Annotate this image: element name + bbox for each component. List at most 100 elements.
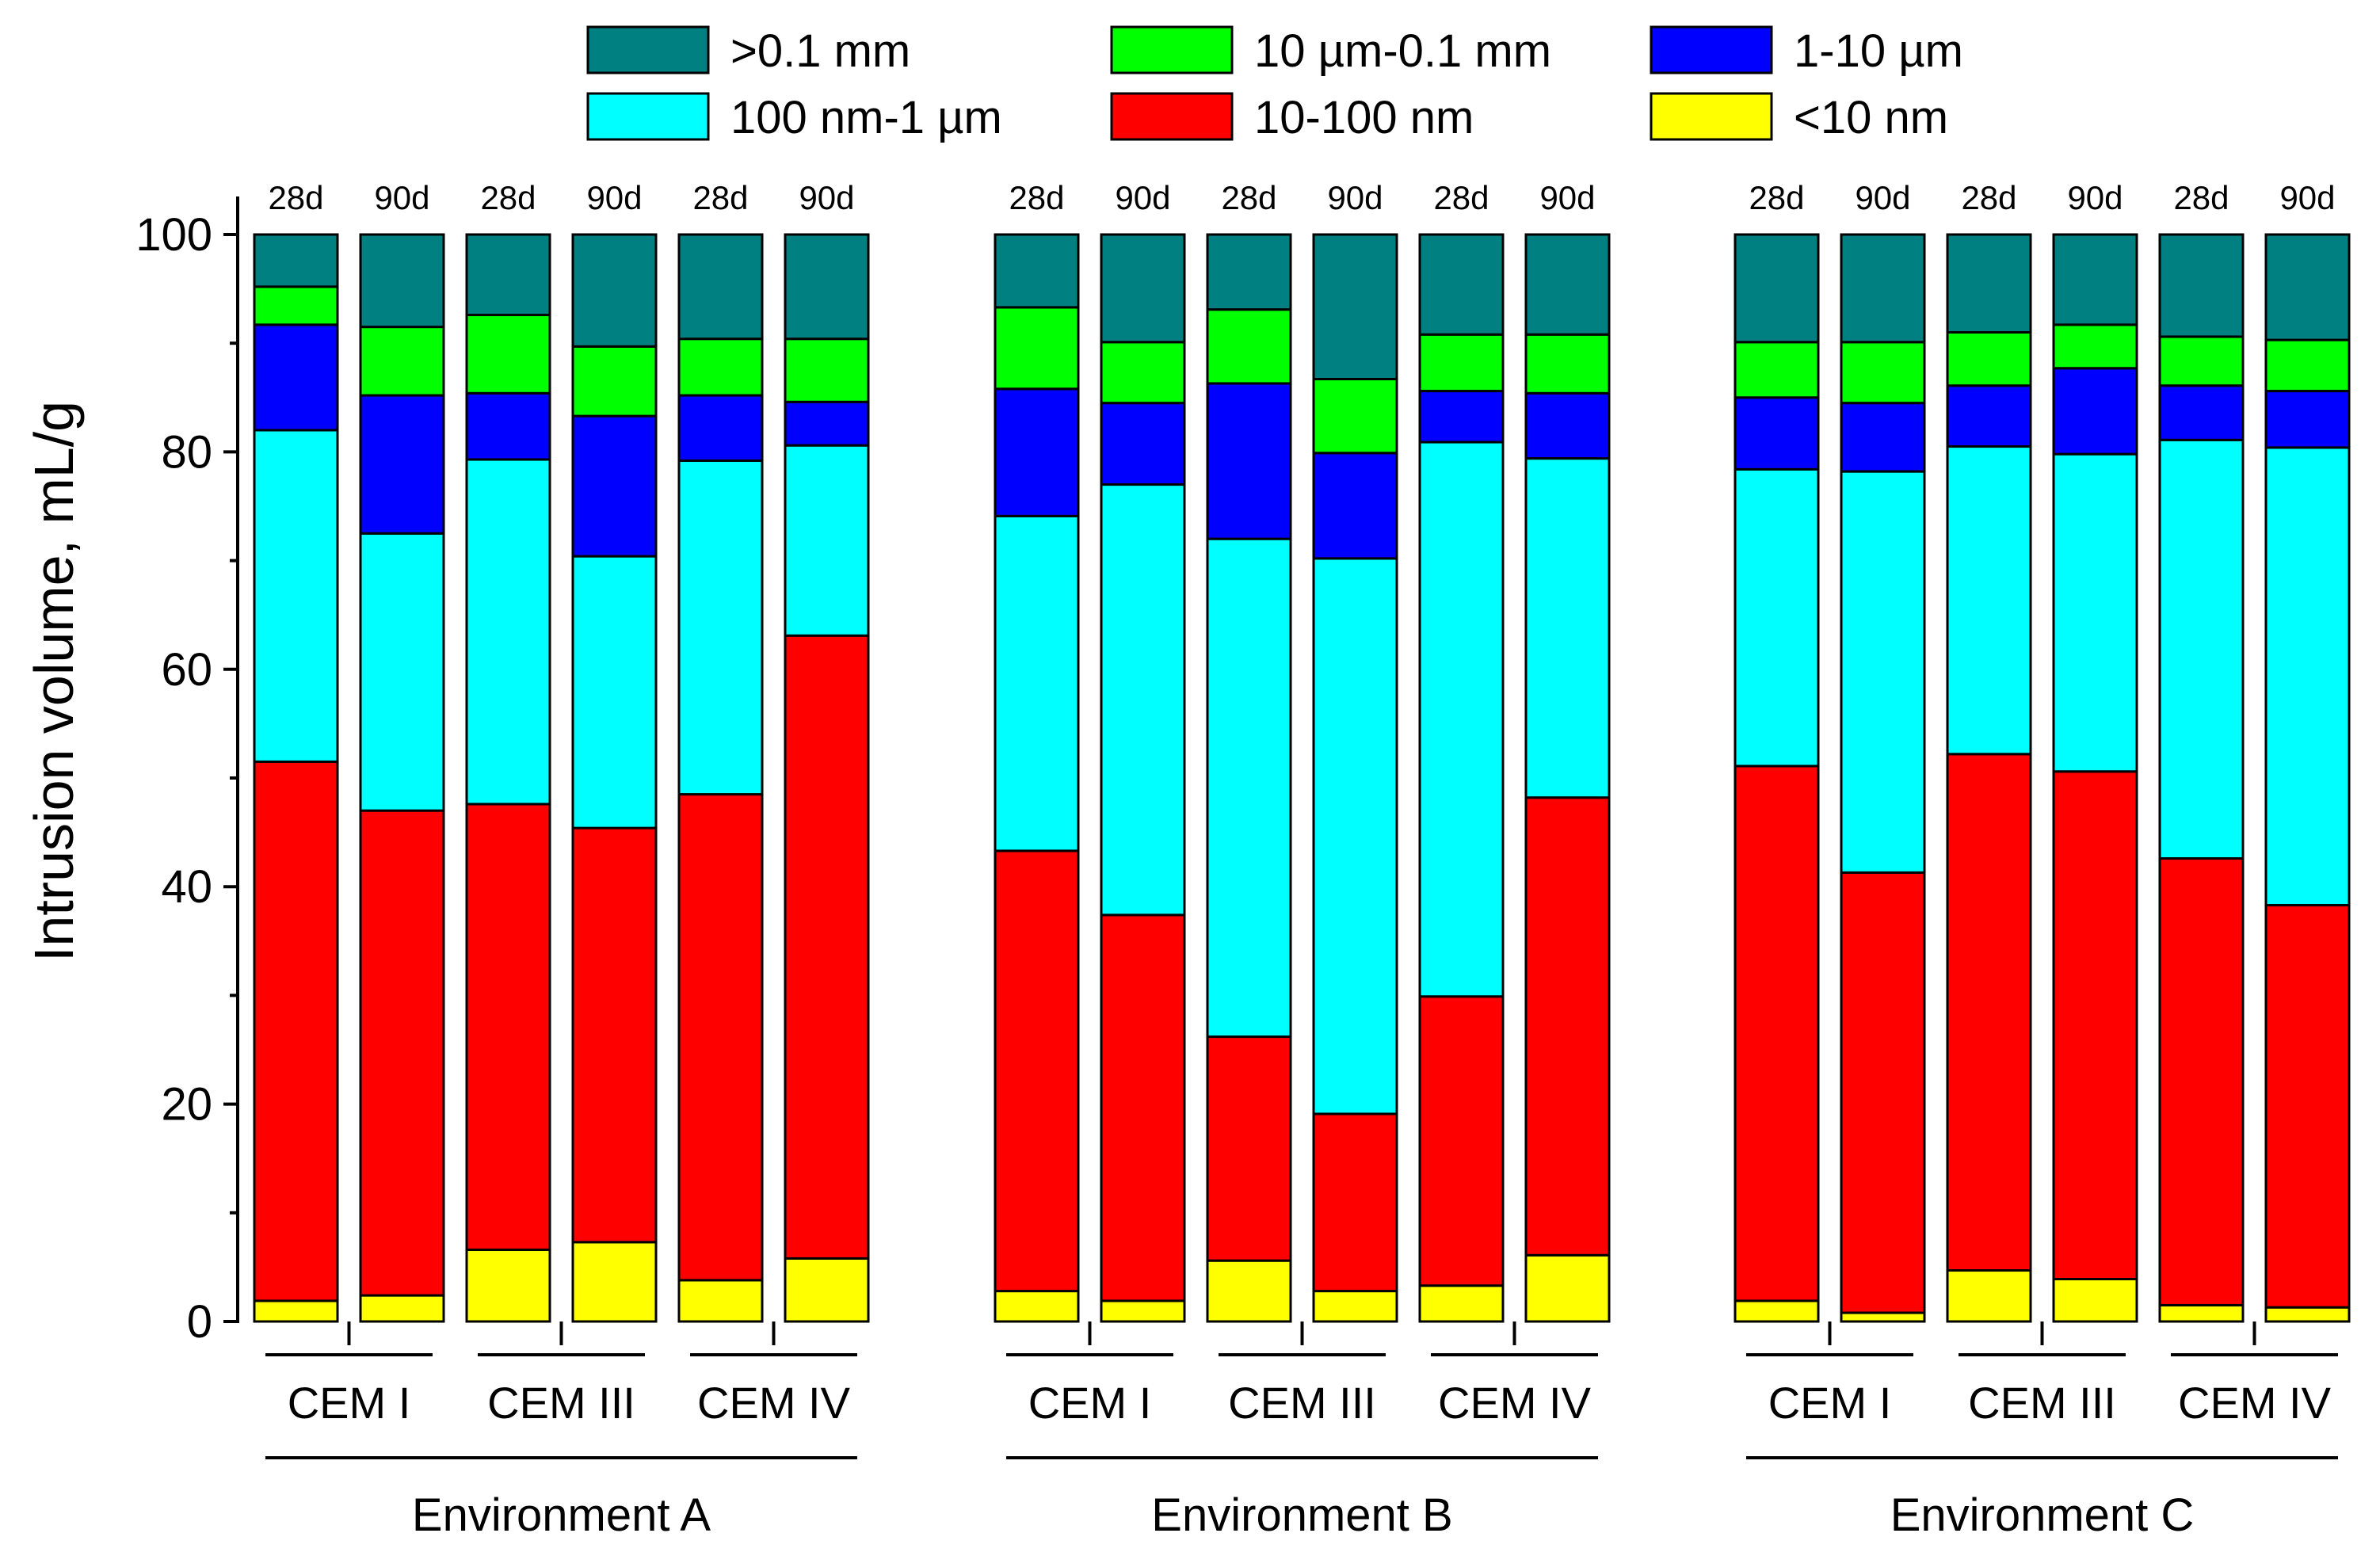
bar-day-label: 90d: [2067, 179, 2123, 216]
bar-segment-nm10_100: [1840, 871, 1926, 1314]
bar-segment-nm10_100: [2264, 904, 2351, 1309]
bar-segment-gt01mm: [2264, 233, 2351, 341]
bar-day-label: 28d: [1749, 179, 1804, 216]
bar-segment-nm10_100: [465, 803, 551, 1251]
y-tick-label: 80: [161, 426, 212, 478]
bar-segment-gt01mm: [1100, 233, 1186, 344]
bar-segment-nm10_100: [994, 849, 1080, 1293]
bar-segment-um1_10: [1734, 396, 1820, 471]
bar-segment-gt01mm: [1418, 233, 1505, 336]
bars: [253, 233, 2351, 1323]
bar-segment-nm10_100: [2158, 857, 2245, 1306]
bar-segment-nm10_100: [1312, 1112, 1398, 1293]
bar-segment-lt10nm: [2158, 1303, 2245, 1323]
bar-day-label: 90d: [374, 179, 429, 216]
bar-segment-lt10nm: [359, 1294, 445, 1323]
bar-day-label: 28d: [480, 179, 536, 216]
bar-segment-nm100_1um: [1100, 483, 1186, 917]
bar-segment-nm100_1um: [1524, 457, 1611, 799]
cem-group-label: CEM I: [1768, 1378, 1892, 1428]
bar-segment-nm100_1um: [677, 459, 764, 796]
bar-segment-um1_10: [1840, 402, 1926, 473]
bar-day-label: 90d: [1539, 179, 1595, 216]
bar-segment-lt10nm: [1840, 1311, 1926, 1323]
bar-segment-gt01mm: [253, 233, 339, 288]
bar-day-label: 28d: [692, 179, 748, 216]
bar-segment-gt01mm: [1734, 233, 1820, 344]
bar-segment-nm10_100: [677, 793, 764, 1282]
bar-segment-nm100_1um: [1840, 470, 1926, 874]
bar-segment-lt10nm: [994, 1290, 1080, 1323]
y-axis: 0 20 40 60 80 100: [135, 196, 239, 1348]
bar-segment-nm100_1um: [2264, 446, 2351, 907]
bar-segment-um1_10: [2264, 390, 2351, 449]
bar-segment-um1_10: [1418, 390, 1505, 444]
y-axis-label: Intrusion volume, mL/g: [23, 401, 85, 962]
legend-swatch: [1110, 25, 1234, 74]
bar-segment-um10_01mm: [1734, 341, 1820, 399]
bar-segment-nm10_100: [1206, 1035, 1292, 1262]
bar-segment-um10_01mm: [2052, 323, 2138, 370]
bar-day-label: 28d: [2173, 179, 2229, 216]
legend: >0.1 mm 10 µm-0.1 mm 1-10 µm 100 nm-1 µm 10-…: [586, 25, 1963, 143]
bar-segment-nm100_1um: [1946, 445, 2032, 756]
bar-segment-nm10_100: [1734, 765, 1820, 1302]
bar-segment-um1_10: [1946, 384, 2032, 448]
bar-segment-um1_10: [1100, 402, 1186, 486]
bar-segment-um1_10: [359, 394, 445, 535]
bar-segment-gt01mm: [677, 233, 764, 341]
bar-segment-gt01mm: [1312, 233, 1398, 380]
bar-segment-gt01mm: [571, 233, 658, 348]
bar-segment-lt10nm: [2264, 1306, 2351, 1323]
bar-segment-gt01mm: [465, 233, 551, 317]
bar-segment-nm10_100: [1946, 753, 2032, 1272]
environment-label: Environment A: [412, 1489, 711, 1541]
bar-segment-um1_10: [1524, 391, 1611, 460]
bar-day-label: 28d: [1433, 179, 1489, 216]
legend-swatch: [1650, 25, 1773, 74]
bar-segment-lt10nm: [1524, 1253, 1611, 1323]
bar-segment-lt10nm: [1100, 1299, 1186, 1323]
cem-group-label: CEM IV: [2178, 1378, 2332, 1428]
legend-label: 1-10 µm: [1794, 25, 1963, 77]
bar-segment-nm10_100: [1418, 995, 1505, 1287]
bar-segment-lt10nm: [677, 1279, 764, 1323]
bar-segment-um10_01mm: [677, 338, 764, 397]
legend-swatch: [1650, 92, 1773, 141]
cem-group-label: CEM I: [1028, 1378, 1152, 1428]
cem-group-label: CEM III: [1228, 1378, 1376, 1428]
bar-segment-gt01mm: [2158, 233, 2245, 338]
bar-segment-nm100_1um: [571, 555, 658, 829]
bar-day-label: 28d: [1961, 179, 2016, 216]
bar-segment-um1_10: [2052, 367, 2138, 456]
cem-group-label: CEM IV: [1438, 1378, 1592, 1428]
bar-segment-um10_01mm: [1840, 341, 1926, 405]
legend-swatch: [1110, 92, 1234, 141]
bar-segment-um10_01mm: [359, 326, 445, 397]
legend-label: 10-100 nm: [1254, 92, 1474, 143]
bar-segment-nm10_100: [1100, 913, 1186, 1302]
bar-segment-gt01mm: [994, 233, 1080, 309]
bar-segment-um1_10: [784, 400, 870, 447]
cem-group-label: CEM I: [288, 1378, 411, 1428]
bar-segment-nm100_1um: [784, 444, 870, 637]
bar-segment-nm10_100: [571, 826, 658, 1244]
bar-segment-lt10nm: [1946, 1269, 2032, 1323]
bar-segment-nm100_1um: [1418, 440, 1505, 998]
bar-segment-nm100_1um: [465, 458, 551, 806]
bar-segment-nm100_1um: [359, 532, 445, 812]
bar-segment-lt10nm: [1206, 1259, 1292, 1323]
bar-segment-gt01mm: [1840, 233, 1926, 344]
bar-segment-um10_01mm: [1524, 333, 1611, 395]
environment-label: Environment C: [1890, 1489, 2195, 1541]
bar-segment-um1_10: [253, 323, 339, 432]
cem-group-label: CEM III: [1968, 1378, 2116, 1428]
bar-segment-um10_01mm: [1100, 341, 1186, 405]
bar-segment-um10_01mm: [994, 306, 1080, 391]
cem-group-label: CEM IV: [697, 1378, 851, 1428]
bar-segment-nm100_1um: [253, 429, 339, 763]
bar-segment-um1_10: [465, 391, 551, 461]
bar-segment-um10_01mm: [1312, 377, 1398, 455]
bar-day-label: 28d: [1221, 179, 1276, 216]
